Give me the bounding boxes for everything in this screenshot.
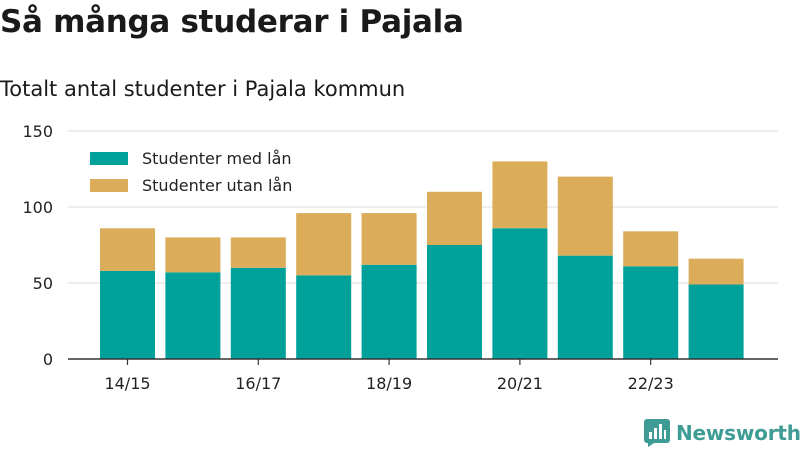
x-tick-label: 16/17 <box>235 374 281 393</box>
bar-segment-with-loan <box>296 275 351 359</box>
bar-segment-without-loan <box>100 228 155 271</box>
bar-segment-without-loan <box>689 259 744 285</box>
bar-segment-with-loan <box>231 268 286 359</box>
brand-logo: Newsworthy <box>644 418 800 448</box>
y-tick-label: 0 <box>43 350 53 369</box>
bar-segment-without-loan <box>623 231 678 266</box>
bar-segment-with-loan <box>427 245 482 359</box>
bar-segment-without-loan <box>558 177 613 256</box>
bar-segment-without-loan <box>427 192 482 245</box>
x-tick-label: 14/15 <box>104 374 150 393</box>
bar-segment-with-loan <box>623 266 678 359</box>
bar-segment-without-loan <box>165 237 220 272</box>
x-tick-label: 20/21 <box>497 374 543 393</box>
stacked-bar-chart: 0 50 100 150 14/15 16/17 18/19 20/21 22/23 Stude… <box>0 0 800 450</box>
bar-segment-with-loan <box>492 228 547 359</box>
legend-swatch <box>90 179 128 192</box>
y-tick-label: 150 <box>22 122 53 141</box>
y-tick-label: 100 <box>22 198 53 217</box>
bar-segment-without-loan <box>492 161 547 228</box>
bar-segment-without-loan <box>231 237 286 267</box>
bar-segment-with-loan <box>165 272 220 359</box>
legend: Studenter med lån Studenter utan lån <box>90 149 292 195</box>
bar-segment-with-loan <box>100 271 155 359</box>
y-tick-label: 50 <box>33 274 53 293</box>
bar-segment-with-loan <box>558 256 613 359</box>
legend-swatch <box>90 152 128 165</box>
bar-segment-with-loan <box>689 285 744 359</box>
x-tick-label: 18/19 <box>366 374 412 393</box>
bar-segment-without-loan <box>296 213 351 275</box>
brand-name: Newsworthy <box>676 421 800 445</box>
newsworthy-logo-icon <box>644 419 670 447</box>
legend-label: Studenter med lån <box>142 149 292 168</box>
legend-label: Studenter utan lån <box>142 176 292 195</box>
bar-segment-without-loan <box>362 213 417 265</box>
x-tick-label: 22/23 <box>628 374 674 393</box>
bar-segment-with-loan <box>362 265 417 359</box>
